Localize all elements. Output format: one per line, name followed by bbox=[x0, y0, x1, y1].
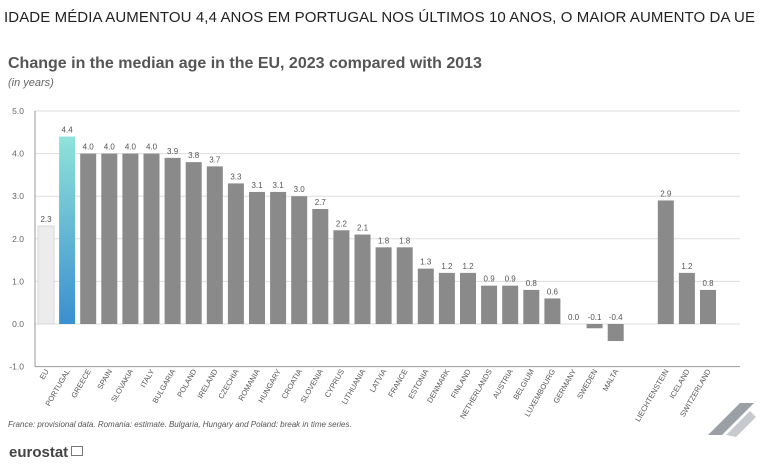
data-label: 4.0 bbox=[83, 143, 95, 152]
logo-text: eurostat bbox=[9, 444, 69, 461]
bar-lithuania bbox=[354, 234, 371, 324]
data-label: 0.8 bbox=[702, 279, 714, 288]
data-label: 0.8 bbox=[526, 279, 538, 288]
y-tick-label: -1.0 bbox=[9, 362, 24, 372]
y-tick-label: 3.0 bbox=[12, 191, 24, 201]
bar-spain bbox=[101, 153, 118, 324]
bar-austria bbox=[502, 285, 519, 324]
bar-luxembourg bbox=[544, 298, 561, 324]
data-label: -0.4 bbox=[609, 313, 623, 322]
data-label: 2.7 bbox=[315, 198, 327, 207]
bar-sweden bbox=[586, 324, 603, 329]
eurostat-logo: eurostat bbox=[9, 444, 84, 461]
bar-denmark bbox=[438, 272, 455, 324]
bar-finland bbox=[460, 272, 476, 324]
x-tick-label: LIECHTENSTEIN bbox=[633, 368, 670, 424]
y-tick-label: 5.0 bbox=[12, 106, 24, 116]
x-tick-label: POLAND bbox=[175, 367, 199, 399]
bar-france bbox=[396, 247, 413, 324]
bar-bulgaria bbox=[164, 157, 181, 324]
x-tick-label: GREECE bbox=[69, 368, 93, 400]
bar-portugal bbox=[59, 136, 76, 324]
data-label: 3.1 bbox=[273, 181, 285, 190]
data-label: 4.0 bbox=[125, 143, 137, 152]
x-tick-label: ITALY bbox=[139, 368, 157, 390]
bar-slovakia bbox=[122, 153, 139, 324]
x-tick-label: SWEDEN bbox=[575, 368, 599, 401]
data-label: 3.3 bbox=[230, 172, 242, 181]
bar-croatia bbox=[291, 196, 308, 324]
data-label: 3.1 bbox=[251, 181, 263, 190]
data-label: 0.9 bbox=[505, 275, 517, 284]
bar-greece bbox=[80, 153, 97, 324]
data-label: 1.8 bbox=[399, 236, 411, 245]
data-label: 1.3 bbox=[420, 258, 432, 267]
bar-ireland bbox=[206, 166, 223, 324]
bar-liechtenstein bbox=[657, 200, 674, 324]
chart-title: Change in the median age in the EU, 2023… bbox=[8, 55, 482, 72]
bar-poland bbox=[185, 162, 202, 324]
data-label: 1.2 bbox=[681, 262, 693, 271]
bar-cyprus bbox=[333, 230, 350, 324]
data-label: 4.0 bbox=[104, 143, 116, 152]
bar-italy bbox=[143, 153, 160, 324]
logo-icon bbox=[71, 446, 84, 456]
decorative-arrow-icon bbox=[708, 403, 756, 437]
x-tick-label: SPAIN bbox=[95, 368, 114, 392]
data-label: 3.7 bbox=[209, 155, 221, 164]
bar-latvia bbox=[375, 247, 392, 324]
data-label: 2.1 bbox=[357, 224, 369, 233]
x-tick-label: CYPRUS bbox=[323, 368, 346, 400]
x-tick-label: LATVIA bbox=[368, 368, 388, 394]
data-label: 2.2 bbox=[336, 219, 348, 228]
bar-switzerland bbox=[700, 289, 716, 324]
data-label: 1.2 bbox=[462, 262, 474, 271]
y-tick-label: 0.0 bbox=[12, 319, 24, 329]
x-tick-label: EU bbox=[38, 368, 51, 382]
bar-malta bbox=[607, 324, 624, 342]
data-label: 0.0 bbox=[568, 313, 580, 322]
bar-romania bbox=[249, 191, 265, 324]
bar-estonia bbox=[417, 268, 434, 324]
y-tick-label: 1.0 bbox=[12, 276, 24, 286]
bar-iceland bbox=[678, 272, 695, 324]
data-label: 2.9 bbox=[660, 189, 672, 198]
data-label: 3.9 bbox=[167, 147, 179, 156]
footnote: France: provisional data. Romania: estim… bbox=[8, 420, 352, 429]
data-label: 3.8 bbox=[188, 151, 200, 160]
x-tick-label: MALTA bbox=[601, 368, 621, 393]
data-label: 4.0 bbox=[146, 143, 158, 152]
bar-hungary bbox=[270, 191, 287, 324]
bar-netherlands bbox=[481, 285, 498, 324]
data-label: 1.2 bbox=[441, 262, 453, 271]
data-label: 2.3 bbox=[40, 215, 52, 224]
bar-czechia bbox=[227, 183, 244, 324]
chart-subtitle: (in years) bbox=[8, 77, 54, 89]
data-label: 0.9 bbox=[484, 275, 496, 284]
data-label: 3.0 bbox=[294, 185, 306, 194]
data-label: 0.6 bbox=[547, 287, 559, 296]
headline: IDADE MÉDIA AUMENTOU 4,4 ANOS EM PORTUGA… bbox=[4, 9, 756, 26]
x-tick-label: FRANCE bbox=[386, 368, 409, 399]
data-label: 1.8 bbox=[378, 236, 390, 245]
bar-slovenia bbox=[312, 208, 329, 324]
data-label: -0.1 bbox=[588, 313, 602, 322]
data-label: 4.4 bbox=[62, 126, 74, 135]
bar-belgium bbox=[523, 289, 540, 324]
y-tick-label: 2.0 bbox=[12, 234, 24, 244]
y-tick-label: 4.0 bbox=[12, 149, 24, 159]
bar-eu bbox=[37, 225, 55, 325]
